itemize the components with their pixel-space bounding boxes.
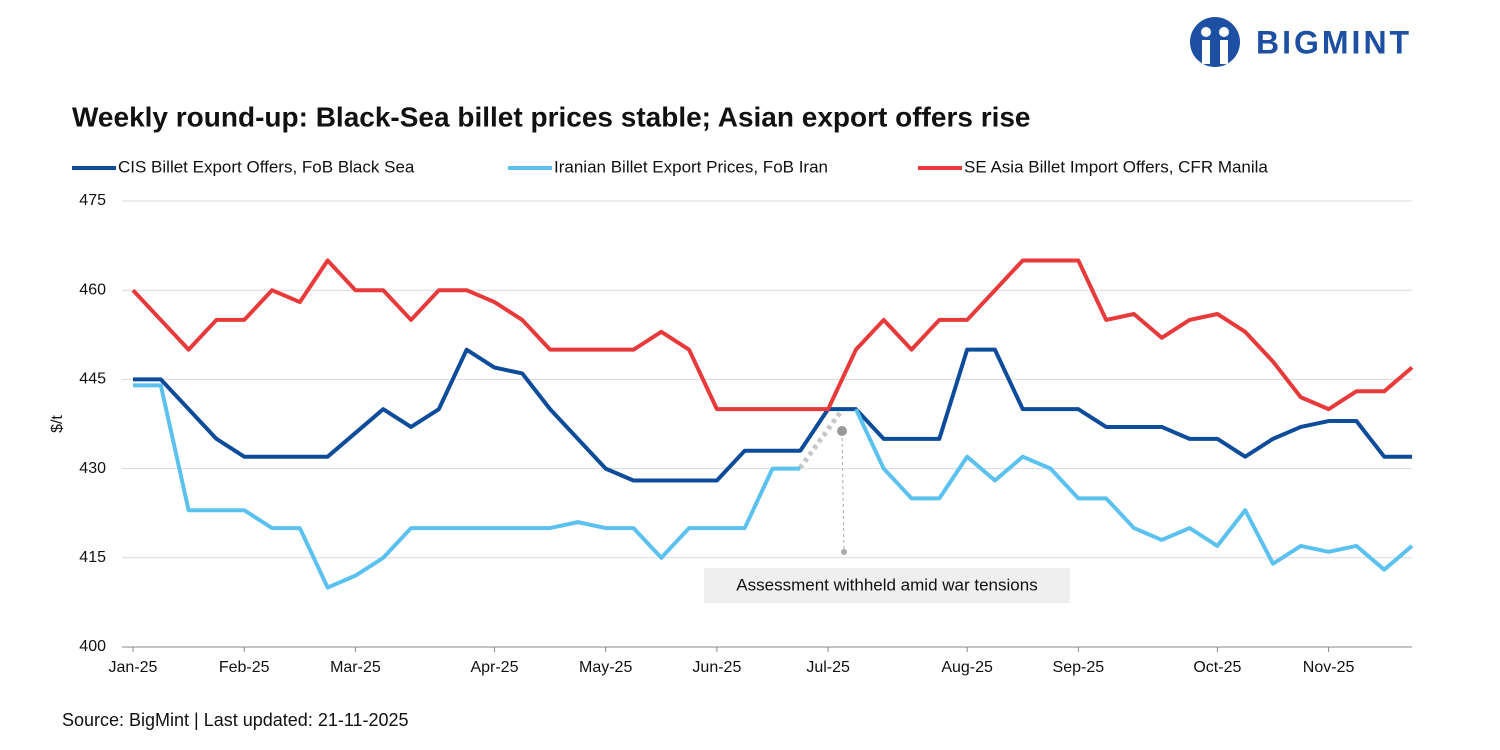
chart-title: Weekly round-up: Black-Sea billet prices… [72,101,1031,132]
annotation-box [704,568,1070,603]
x-tick-label: Sep-25 [1053,659,1105,676]
y-axis-label: $/t [49,415,66,433]
annotation: Assessment withheld amid war tensions [736,575,1037,594]
y-tick-label: 460 [79,281,106,298]
x-tick-label: Jul-25 [806,659,850,676]
gap-bridge [797,408,845,470]
annotation-leader [841,431,845,553]
logo-icon [1190,17,1240,67]
series-line [133,383,1414,590]
y-tick-label: 415 [79,549,106,566]
brand: BIGMINT [1256,24,1412,60]
series-line [133,347,1412,483]
legend-label: Iranian Billet Export Prices, FoB Iran [554,157,828,176]
x-tick-label: Apr-25 [470,659,518,676]
source: Source: BigMint | Last updated: 21-11-20… [62,710,409,730]
series-line [131,258,1414,412]
y-tick-label: 445 [79,371,106,388]
y-tick-label: 430 [79,460,106,477]
x-tick-label: May-25 [579,659,632,676]
x-tick-label: Jan-25 [109,659,158,676]
legend-label: CIS Billet Export Offers, FoB Black Sea [118,157,415,176]
y-tick-label: 475 [79,192,106,209]
x-tick-label: Feb-25 [219,659,270,676]
x-tick-label: Aug-25 [941,659,993,676]
x-tick-label: Mar-25 [330,659,381,676]
x-tick-label: Nov-25 [1303,659,1355,676]
x-tick-label: Jun-25 [692,659,741,676]
annotation-dot [841,549,847,555]
x-tick-label: Oct-25 [1193,659,1241,676]
legend-label: SE Asia Billet Import Offers, CFR Manila [964,157,1268,176]
y-tick-label: 400 [79,638,106,655]
annotation-dot [837,426,847,436]
